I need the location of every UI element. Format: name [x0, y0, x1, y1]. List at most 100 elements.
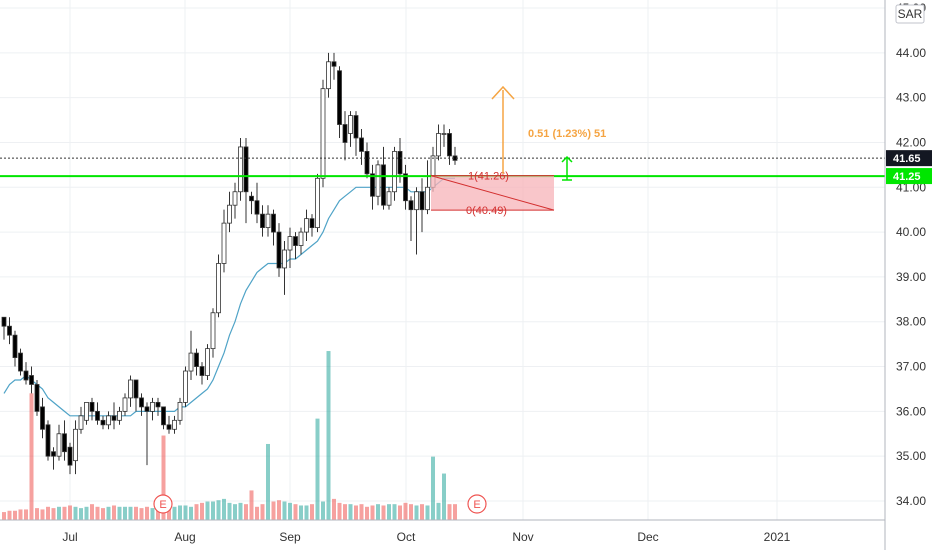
candle-down	[271, 213, 276, 233]
candle-up	[315, 177, 320, 229]
volume-bar	[172, 506, 177, 520]
candle-down	[381, 164, 386, 206]
candle-up	[298, 231, 304, 246]
volume-bar	[145, 506, 149, 520]
candle-down	[359, 137, 364, 152]
candle-down	[51, 451, 56, 457]
volume-bar	[183, 505, 188, 520]
candle-down	[364, 151, 370, 175]
candle-down	[144, 406, 150, 412]
earnings-marker-label: E	[159, 499, 166, 511]
candle-up	[287, 236, 293, 251]
candle-down	[260, 213, 265, 229]
candle-down	[331, 61, 337, 67]
candle-down	[67, 446, 73, 466]
candle-up	[106, 415, 111, 426]
measure-arrow-head	[491, 85, 515, 100]
candle-up	[265, 213, 271, 229]
volume-bar	[161, 435, 166, 520]
line-tag-label: 41.25	[893, 171, 921, 183]
candle-up	[320, 88, 326, 179]
volume-bar	[266, 443, 270, 520]
candle-down	[337, 70, 342, 125]
candle-down	[166, 424, 172, 430]
candle-up	[326, 61, 331, 90]
candle-up	[188, 352, 194, 372]
volume-bar	[51, 508, 56, 520]
candle-up	[216, 263, 221, 314]
volume-bar	[271, 501, 276, 520]
candle-down	[23, 370, 29, 381]
candle-up	[304, 218, 309, 233]
earnings-marker[interactable]	[467, 494, 487, 514]
volume-bar	[106, 506, 111, 520]
candle-down	[419, 191, 425, 211]
candle-down	[29, 375, 34, 385]
candle-down	[40, 406, 45, 430]
volume-bar	[233, 504, 237, 520]
y-tick-label: 39.00	[896, 270, 926, 284]
volume-bar	[84, 506, 89, 520]
candle-down	[353, 115, 359, 139]
volume-bar	[260, 504, 265, 520]
volume-bar	[381, 505, 386, 520]
volume-bar	[150, 508, 155, 520]
candle-up	[386, 191, 392, 206]
candle-down	[254, 200, 260, 215]
candle-up	[172, 419, 177, 430]
candle-up	[436, 133, 441, 157]
volume-bar	[337, 502, 342, 520]
candle-up	[56, 433, 62, 457]
candle-down	[12, 334, 18, 358]
candle-up	[238, 146, 243, 193]
candle-up	[392, 151, 397, 193]
volume-bar	[238, 502, 243, 520]
fib-label-0: 0(40.49)	[466, 205, 507, 217]
candle-up	[227, 204, 232, 224]
y-tick-label: 44.00	[896, 46, 926, 60]
candle-up	[210, 312, 216, 350]
volume-bar	[189, 506, 193, 520]
candle-up	[425, 186, 430, 211]
currency-badge[interactable]	[895, 4, 925, 24]
volume-bar	[453, 504, 457, 520]
volume-bar	[73, 506, 78, 520]
candle-down	[309, 218, 315, 229]
candle-up	[375, 164, 381, 197]
volume-bar	[304, 505, 309, 520]
volume-bar	[403, 502, 408, 520]
x-tick-label: 2021	[764, 530, 791, 544]
candle-down	[243, 146, 249, 193]
y-tick-label: 38.00	[896, 315, 926, 329]
candle-up	[232, 191, 238, 206]
line-tag	[886, 168, 932, 185]
volume-bar	[425, 505, 430, 520]
volume-bar	[134, 506, 138, 520]
price-tag-label: 41.65	[893, 153, 921, 165]
earnings-marker[interactable]	[153, 494, 173, 514]
candle-down	[194, 352, 199, 367]
earnings-marker-label: E	[473, 499, 480, 511]
volume-bar	[436, 502, 441, 520]
volume-bar	[310, 504, 314, 520]
volume-bar	[117, 506, 122, 520]
candle-up	[73, 428, 78, 462]
volume-bar	[216, 500, 221, 520]
candle-down	[161, 406, 166, 426]
volume-bar	[392, 504, 397, 520]
volume-bar	[101, 508, 105, 520]
volume-bar	[128, 506, 133, 520]
volume-bar	[376, 504, 380, 520]
volume-bar	[2, 512, 6, 520]
price-tag	[886, 150, 932, 167]
fib-label-1: 1(41.26)	[468, 171, 509, 183]
candle-up	[221, 222, 227, 264]
volume-bar	[414, 505, 419, 520]
volume-bar	[57, 506, 61, 520]
candle-up	[441, 133, 447, 135]
drawings[interactable]: 1(41.26) 0(40.49) 0.51 (1.23%) 51	[0, 85, 885, 217]
volume-bar	[90, 504, 94, 520]
